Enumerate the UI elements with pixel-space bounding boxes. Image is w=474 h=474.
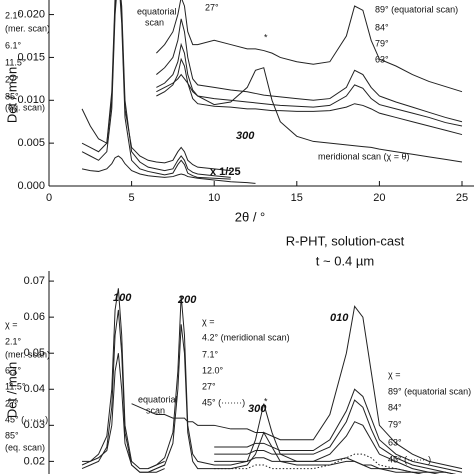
data-line	[214, 453, 424, 474]
y-axis-label: Det / mon	[4, 67, 19, 123]
annotation: 45° (·······)	[388, 454, 431, 464]
annotation: (eq. scan)	[5, 442, 45, 452]
annotation: (mer. scan)	[5, 23, 50, 33]
annotation: 27°	[5, 398, 19, 408]
y-tick-label: 0.06	[24, 311, 45, 323]
annotation: 84°	[375, 22, 389, 32]
annotation: 6.1°	[5, 40, 22, 50]
annotation: χ =	[5, 319, 17, 329]
data-line	[156, 42, 463, 127]
annotation: 010	[330, 312, 349, 324]
x-tick-label: 15	[291, 192, 303, 204]
chart-subtitle: t ~ 0.4 µm	[316, 253, 374, 268]
annotation: 6.1°	[5, 365, 22, 375]
plot-lines	[81, 288, 463, 474]
annotation: 85°	[5, 91, 19, 101]
annotation: 63°	[388, 437, 402, 447]
data-line	[82, 353, 165, 473]
data-line	[156, 0, 463, 93]
data-line	[214, 421, 440, 474]
data-line	[147, 324, 424, 474]
y-tick-label: 0.000	[17, 180, 45, 192]
data-line	[214, 388, 463, 473]
annotation: equatorial	[138, 394, 178, 404]
annotation: 89° (equatorial scan)	[375, 4, 458, 14]
annotation: 2.1°	[5, 336, 22, 346]
y-tick-label: 0.03	[24, 419, 45, 431]
x-tick-label: 10	[208, 192, 220, 204]
annotation: scan	[146, 405, 165, 415]
annotation: 27°	[205, 2, 219, 12]
annotation: 300	[236, 130, 255, 142]
data-line	[131, 305, 463, 470]
data-line	[147, 295, 457, 474]
y-tick-label: 0.02	[24, 455, 45, 467]
data-line	[81, 0, 231, 180]
y-tick-label: 0.015	[17, 51, 45, 63]
annotation: 84°	[388, 402, 402, 412]
annotation: meridional scan (χ = θ)	[318, 151, 410, 161]
annotation: 45° (·······)	[202, 397, 245, 407]
annotation: 2.1°	[5, 10, 22, 20]
y-tick-label: 0.010	[17, 94, 45, 106]
annotation: 4.2° (meridional scan)	[202, 332, 290, 342]
annotation: 85°	[5, 430, 19, 440]
annotation: 11.5°	[5, 381, 26, 391]
data-line	[214, 399, 457, 474]
data-line	[81, 155, 256, 184]
data-line	[156, 18, 463, 123]
x-tick-label: 5	[129, 192, 135, 204]
y-tick-label: 0.005	[17, 137, 45, 149]
annotation: 45° (·······)	[5, 414, 48, 424]
annotation: 12.0°	[202, 365, 224, 375]
x-tick-label: 0	[46, 192, 52, 204]
x-tick-label: 25	[456, 192, 468, 204]
annotation: 7.1°	[202, 349, 219, 359]
annotation: 100	[113, 292, 132, 304]
annotation: 79°	[388, 419, 402, 429]
plot-lines	[81, 0, 463, 184]
annotation: x 1/25	[210, 166, 241, 178]
annotation: 11.5°	[5, 57, 26, 67]
y-axis-label: Det / mon	[4, 362, 19, 418]
annotation: χ =	[388, 369, 400, 379]
annotation: equatorial	[137, 6, 177, 16]
annotation: (eq. scan)	[5, 102, 45, 112]
data-line	[81, 288, 165, 470]
annotation: 27°	[202, 381, 216, 391]
annotation: 27°	[5, 74, 19, 84]
annotation: *	[264, 32, 268, 42]
annotation: χ =	[202, 316, 214, 326]
y-tick-label: 0.05	[24, 347, 45, 359]
annotation: scan	[145, 17, 164, 27]
data-line	[81, 0, 231, 178]
annotation: 79°	[375, 38, 389, 48]
annotation: *	[264, 396, 268, 406]
annotation: (mer. scan)	[5, 349, 50, 359]
x-tick-label: 20	[373, 192, 385, 204]
y-tick-label: 0.04	[24, 383, 45, 395]
data-line	[156, 67, 463, 163]
x-axis-label: 2θ / °	[235, 209, 266, 224]
y-tick-label: 0.07	[24, 275, 45, 287]
data-line	[156, 57, 463, 136]
annotation: 63°	[375, 54, 389, 64]
annotation: 300	[248, 403, 267, 415]
y-tick-label: 0.020	[17, 8, 45, 20]
annotation: 200	[177, 294, 197, 306]
chart-title: R-PHT, solution-cast	[286, 233, 405, 248]
annotation: 89° (equatorial scan)	[388, 386, 471, 396]
data-line	[81, 309, 165, 473]
data-line	[81, 0, 231, 172]
